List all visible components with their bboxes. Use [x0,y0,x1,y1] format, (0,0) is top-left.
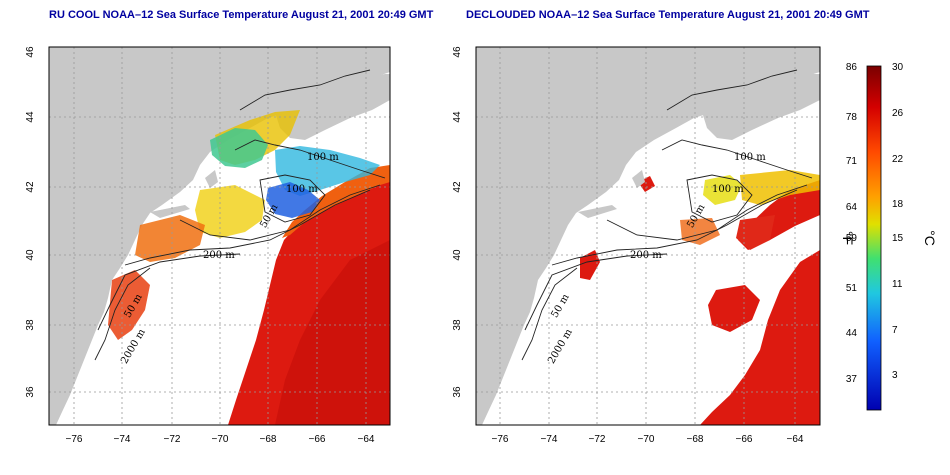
celsius-tick: 15 [892,233,904,244]
right-warm-patch-mid [708,285,760,332]
right-x-tick: −64 [787,434,804,445]
celsius-tick: 22 [892,154,904,165]
left-bathymetry-contours [94,69,386,361]
right-cape-cod [632,170,645,188]
left-contour-label-200m: 200 m [203,250,235,261]
right-x-tick: −66 [736,434,753,445]
colorbar-celsius-ticks: 30 26 22 18 15 11 7 3 [892,62,904,381]
fahrenheit-tick: 71 [846,156,858,167]
fahrenheit-tick: 51 [846,283,858,294]
right-x-tick: −68 [687,434,704,445]
left-y-tick: 36 [25,386,36,398]
right-map-frame [475,46,821,426]
left-graticule [49,47,390,425]
fahrenheit-tick: 86 [846,62,858,73]
celsius-tick: 18 [892,199,904,210]
left-x-tick: −66 [309,434,326,445]
right-land-mass [476,47,820,425]
right-warm-patch-small [736,215,775,250]
right-x-tick: −72 [589,434,606,445]
right-long-island [578,205,617,218]
right-coastal-red [580,250,600,280]
celsius-tick: 11 [892,279,903,290]
fahrenheit-tick: 78 [846,112,858,123]
right-graticule [476,47,820,425]
right-nova-scotia [702,74,820,140]
left-x-axis: −76 −74 −72 −70 −68 −66 −64 [66,434,375,445]
right-x-tick: −76 [492,434,509,445]
right-x-axis: −76 −74 −72 −70 −68 −66 −64 [492,434,804,445]
fahrenheit-tick: 44 [846,328,858,339]
right-y-tick: 38 [452,319,463,331]
right-map: 100 m 100 m 50 m 200 m 2000 m 50 m −76 −… [452,46,821,445]
right-georges-yellow [703,175,742,205]
right-contour-label-100m: 100 m [734,152,766,163]
celsius-tick: 3 [892,370,898,381]
right-y-tick: 42 [452,181,463,193]
fahrenheit-unit-label: °F [840,231,856,245]
left-y-tick: 42 [25,181,36,193]
fahrenheit-tick: 37 [846,374,858,385]
celsius-unit-label: °C [922,230,938,246]
right-x-tick: −70 [638,434,655,445]
left-map-frame [48,46,391,426]
left-long-island [150,205,190,218]
left-georges-bank [266,182,320,218]
right-y-tick: 46 [452,46,463,58]
left-contour-label-100m: 100 m [307,152,339,163]
left-map-title: RU COOL NOAA–12 Sea Surface Temperature … [49,9,434,21]
left-x-tick: −64 [358,434,375,445]
left-y-tick: 38 [25,319,36,331]
celsius-tick: 26 [892,108,904,119]
left-x-tick: −72 [164,434,181,445]
right-y-tick: 40 [452,249,463,261]
right-map-title: DECLOUDED NOAA–12 Sea Surface Temperatur… [466,9,870,21]
right-y-axis: 46 44 42 40 38 36 [452,46,463,398]
left-land-mass [49,47,390,425]
left-cape-cod [205,170,218,188]
right-bathymetry-contours [521,69,813,361]
left-hot-water [275,240,390,425]
left-gom-cyan [275,146,380,196]
fahrenheit-tick: 59 [846,233,858,244]
colorbar: 86 78 71 64 59 51 44 37 30 26 22 18 15 1… [840,62,938,411]
right-y-tick: 44 [452,111,463,123]
right-contour-label-100m-b: 100 m [712,184,744,195]
left-x-tick: −74 [114,434,131,445]
celsius-tick: 30 [892,62,904,73]
left-y-tick: 40 [25,249,36,261]
celsius-tick: 7 [892,325,898,336]
left-contour-label-100m-b: 100 m [286,184,318,195]
left-y-tick: 44 [25,111,36,123]
left-map: 100 m 100 m 50 m 200 m 2000 m 50 m −76 −… [25,46,391,445]
right-warm-patches [700,250,820,425]
left-x-tick: −76 [66,434,83,445]
colorbar-fahrenheit-ticks: 86 78 71 64 59 51 44 37 [846,62,858,385]
left-y-tick: 46 [25,46,36,58]
left-x-tick: −68 [260,434,277,445]
left-shelf-yellow [195,185,265,238]
colorbar-scale [866,65,882,411]
right-shelf-edge-orange [680,218,720,245]
left-x-tick: −70 [212,434,229,445]
right-y-tick: 36 [452,386,463,398]
right-contour-label-200m: 200 m [630,250,662,261]
right-x-tick: −74 [541,434,558,445]
left-y-axis: 46 44 42 40 38 36 [25,46,36,398]
fahrenheit-tick: 64 [846,202,858,213]
right-slope-yellow [740,170,820,205]
left-nova-scotia [275,74,390,140]
